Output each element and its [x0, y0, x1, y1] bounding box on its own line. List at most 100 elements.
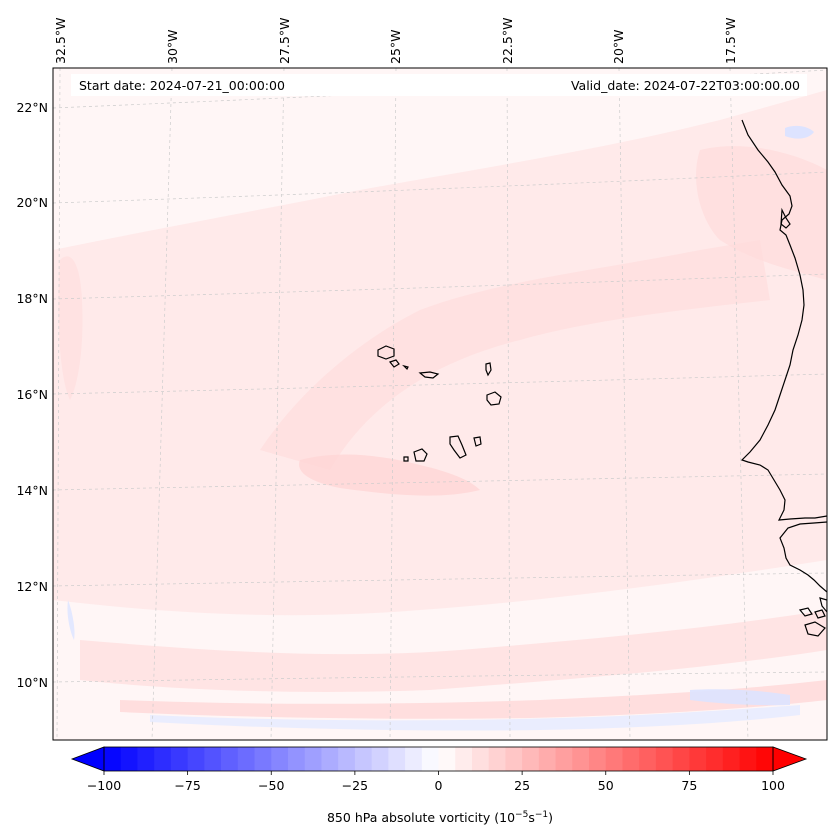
colorbar-cell [672, 747, 690, 771]
cape-verde-islands [377, 345, 502, 462]
vorticity-band-south [80, 610, 827, 692]
colorbar: −100 −75 −50 −25 0 25 50 75 100 850 hPa absolute… [70, 746, 808, 825]
lon-label-30w: 30°W [165, 29, 180, 64]
colorbar-cell [388, 747, 406, 771]
colorbar-cell [756, 747, 774, 771]
colorbar-cells [104, 747, 774, 771]
lat-label-20n: 20°N [16, 195, 48, 210]
lat-label-22n: 22°N [16, 100, 48, 115]
longitude-labels: 32.5°W 30°W 27.5°W 25°W 22.5°W 20°W 17.5… [53, 18, 738, 64]
colorbar-cell [555, 747, 573, 771]
gridline-lon-25 [389, 68, 397, 740]
colorbar-tick-label: 50 [598, 778, 614, 793]
island-santiago [449, 435, 467, 459]
vorticity-band-neg-east [690, 689, 790, 706]
vorticity-patch-neg-ne [785, 125, 814, 139]
colorbar-cell [739, 747, 757, 771]
colorbar-cell [722, 747, 740, 771]
lon-label-22-5w: 22.5°W [500, 18, 515, 64]
lon-label-20w: 20°W [611, 29, 626, 64]
start-date-text: Start date: 2024-07-21_00:00:00 [79, 78, 285, 93]
vorticity-patch-islands [299, 454, 480, 496]
colorbar-ticks: −100 −75 −50 −25 0 25 50 75 100 [87, 771, 785, 793]
coast-northwest-africa [740, 119, 827, 521]
vorticity-patch-coast [696, 146, 827, 280]
colorbar-cell [655, 747, 674, 771]
island-sal [485, 362, 492, 377]
colorbar-tick-label: −50 [258, 778, 284, 793]
island-brava [403, 456, 409, 462]
vorticity-field [53, 90, 827, 731]
african-coastline [740, 119, 827, 637]
lon-label-17-5w: 17.5°W [723, 18, 738, 64]
coast-bijagos-c [804, 621, 826, 637]
lat-label-16n: 16°N [16, 387, 48, 402]
colorbar-cell [622, 747, 640, 771]
lat-label-12n: 12°N [16, 579, 48, 594]
colorbar-title: 850 hPa absolute vorticity (10−5s−1) [327, 810, 553, 825]
colorbar-arrow-left [70, 746, 105, 772]
gridline-lon-20 [618, 68, 631, 740]
gridline-lat-16 [53, 373, 827, 395]
lat-label-10n: 10°N [16, 675, 48, 690]
colorbar-cell [505, 747, 523, 771]
colorbar-tick-label: 75 [681, 778, 697, 793]
gridline-lon-17-5 [729, 68, 749, 740]
colorbar-arrow-right [772, 746, 808, 772]
colorbar-cell [104, 747, 122, 771]
map-panel [52, 67, 828, 741]
lat-label-18n: 18°N [16, 291, 48, 306]
lon-label-25w: 25°W [388, 29, 403, 64]
vorticity-band-diagonal [260, 240, 770, 470]
colorbar-title-exp2: −1 [535, 810, 548, 820]
coast-guinea-bissau [819, 597, 827, 613]
colorbar-cell [287, 747, 306, 771]
colorbar-tick-label: −75 [174, 778, 200, 793]
colorbar-cell [689, 747, 707, 771]
colorbar-cell [304, 747, 322, 771]
header-box [71, 74, 807, 96]
colorbar-title-exp1: −5 [515, 810, 528, 820]
gridline-lat-20 [53, 171, 827, 204]
island-santo-antao [377, 345, 395, 360]
latitude-labels: 22°N 20°N 18°N 16°N 14°N 12°N 10°N [16, 100, 48, 690]
island-santa-luzia [402, 364, 409, 371]
colorbar-cell [271, 747, 289, 771]
colorbar-cell [438, 747, 456, 771]
gridline-lat-12 [53, 572, 827, 587]
gridline-lon-32-5 [56, 68, 61, 740]
island-boa-vista [486, 391, 502, 406]
island-sao-vicente [388, 359, 400, 368]
gridline-lon-27-5 [270, 68, 285, 740]
colorbar-tick-label: 100 [761, 778, 785, 793]
colorbar-tick-label: 0 [435, 778, 443, 793]
coast-gambia-guinea [779, 521, 827, 593]
coast-dakhla-inlet [780, 207, 791, 229]
gridline-lat-18 [53, 273, 827, 300]
gridline-lat-22 [53, 69, 827, 109]
colorbar-cell [187, 747, 205, 771]
colorbar-cell [572, 747, 590, 771]
island-sao-nicolau [418, 371, 440, 379]
colorbar-cell [488, 747, 506, 771]
map-frame-border [52, 67, 828, 741]
vorticity-band-south2 [120, 680, 827, 719]
colorbar-title-mid: s [528, 810, 535, 825]
valid-date-text: Valid_date: 2024-07-22T03:00:00.00 [571, 78, 800, 93]
colorbar-cell [522, 747, 540, 771]
colorbar-cell [538, 747, 556, 771]
island-maio [473, 436, 482, 447]
colorbar-cell [137, 747, 155, 771]
colorbar-tick-label: −25 [342, 778, 368, 793]
colorbar-cell [639, 747, 657, 771]
gridline-lon-22-5 [506, 68, 511, 740]
colorbar-cell [170, 747, 189, 771]
colorbar-cell [154, 747, 172, 771]
vorticity-patch-west [58, 256, 83, 400]
colorbar-cell [589, 747, 607, 771]
coast-bijagos-a [798, 607, 813, 617]
coast-bijagos-b [814, 609, 826, 619]
lon-label-32-5w: 32.5°W [53, 18, 68, 64]
colorbar-cell [254, 747, 272, 771]
